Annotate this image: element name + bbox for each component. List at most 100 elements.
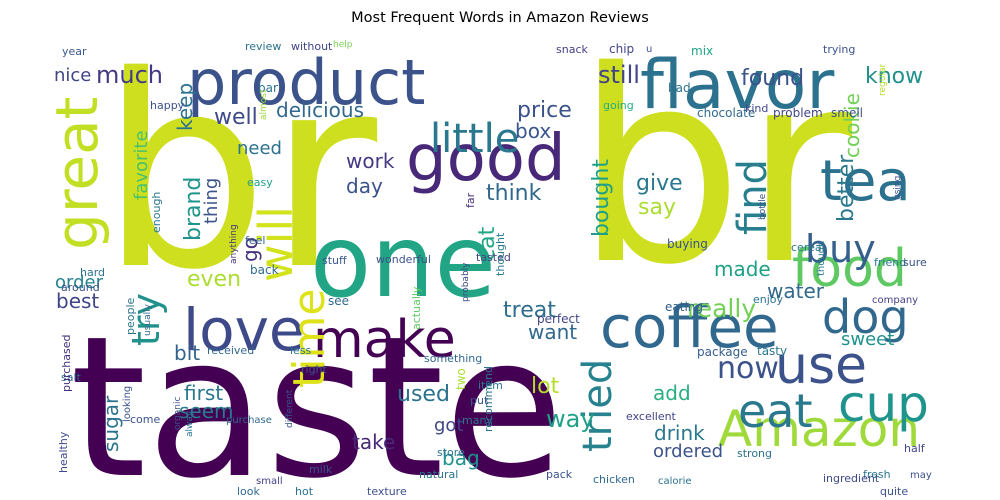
word-tea: tea [820,149,911,214]
word-amazon: Amazon [718,400,920,458]
word-time: time [284,289,335,388]
word-favorite: favorite [131,130,152,200]
word-probably: probably [461,262,471,302]
word-strong: strong [737,447,772,460]
word-texture: texture [367,485,407,498]
word-right: right [301,363,328,376]
word-smell: smell [831,106,863,120]
word-hot: hot [295,485,314,498]
word-add: add [653,381,691,405]
word-half: half [904,442,926,455]
word-kind: kind [745,102,768,115]
word-put: put [470,394,489,407]
word-store: store [437,446,465,459]
word-dog: dog [822,290,909,344]
word-flavor: flavor [640,46,834,125]
word-review: review [245,40,281,53]
word-item: item [478,379,503,392]
word-chip: chip [609,42,634,56]
word-without: without [291,40,333,53]
word-problem: problem [773,106,823,120]
word-eating: eating [665,300,703,314]
word-way: way [546,405,595,433]
word-good: good [406,122,566,196]
word-really: really [687,294,756,323]
word-nice: nice [54,65,91,86]
word-order: order [55,272,104,293]
word-pack: pack [546,468,573,481]
word-trying: trying [823,43,855,56]
word-company: company [872,295,918,306]
word-look: look [237,485,261,498]
word-easy: easy [247,176,273,189]
word-enjoy: enjoy [753,293,784,306]
word-br: br [575,15,855,323]
word-fresh: fresh [863,468,891,481]
word-u: u [646,44,652,55]
word-think: think [486,181,542,206]
word-little: little [430,116,519,162]
word-even: even [187,267,241,292]
word-delicious: delicious [276,98,364,122]
word-using: using [893,176,903,200]
word-healthy: healthy [57,431,70,473]
word-used: used [397,382,450,407]
word-work: work [346,149,395,173]
word-looking: looking [122,386,133,422]
word-cookie: cookie [840,93,864,158]
word-received: received [207,344,254,357]
word-stuff: stuff [322,254,347,267]
word-regular: regular [878,64,888,96]
word-use: use [775,336,867,396]
word-less: less [290,344,312,357]
word-help: help [333,40,353,50]
word-best: best [56,289,99,313]
word-ingredient: ingredient [823,472,880,485]
word-thought: thought [494,232,507,276]
word-back: back [250,263,279,277]
word-package: package [697,345,748,359]
word-quite: quite [880,485,908,498]
word-box: box [515,119,551,143]
word-purchased: purchased [60,335,73,392]
word-now: now [717,351,779,386]
word-small: small [256,476,283,487]
word-got: got [434,415,464,436]
word-price: price [517,98,572,123]
word-different: different [285,389,295,428]
word-water: water [767,279,825,303]
word-chicken: chicken [593,473,635,486]
word-say: say [638,195,676,220]
word-cup: cup [838,375,929,433]
word-come: come [130,413,160,426]
word-excellent: excellent [626,410,677,423]
word-around: around [61,281,100,294]
word-sugar: sugar [99,395,123,452]
word-bottle: bottle [758,193,768,220]
word-lot: lot [531,374,560,399]
word-happy: happy [150,99,185,112]
chart-title: Most Frequent Words in Amazon Reviews [351,10,649,26]
word-bar: bar [258,81,278,95]
word-ordered: ordered [653,441,723,462]
word-purchase: purchase [226,415,272,426]
word-recommend: recommend [482,366,495,432]
word-sweet: sweet [841,329,894,350]
word-alway: alway [185,410,195,437]
word-enough: enough [150,192,163,233]
word-far: far [464,192,477,208]
word-made: made [714,257,771,281]
word-br: br [100,20,380,328]
word-found: found [741,66,804,91]
word-feel: feel [245,234,265,247]
word-one: one [310,203,496,320]
word-buying: buying [667,237,708,251]
word-mix: mix [691,44,713,58]
word-chocolate: chocolate [697,106,755,120]
word-treat: treat [503,298,556,323]
word-wonderful: wonderful [376,253,431,266]
word-tasty: tasty [757,344,787,358]
word-want: want [528,320,577,344]
word-two: two [454,368,468,390]
